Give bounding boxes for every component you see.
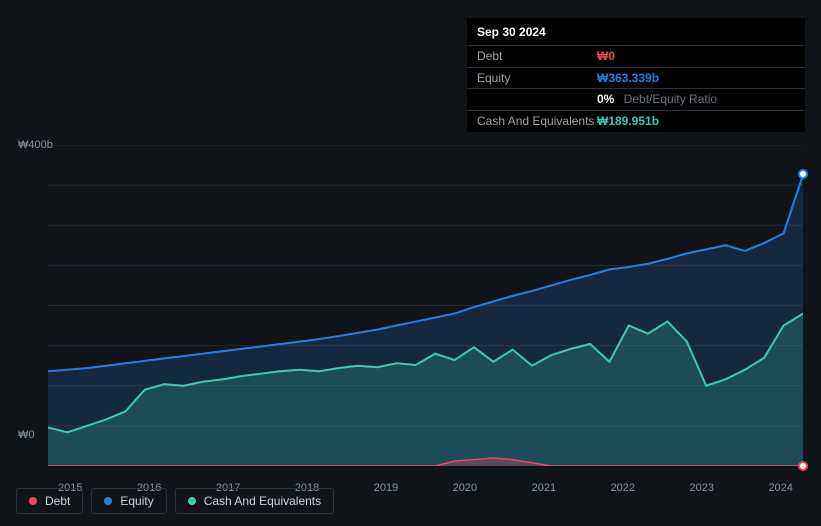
legend-dot-icon (29, 497, 37, 505)
y-axis-label: ₩0 (18, 429, 35, 441)
chart-svg (48, 145, 803, 466)
legend-label: Equity (120, 494, 153, 508)
legend-item[interactable]: Debt (16, 488, 83, 514)
tooltip-row: Equity₩363.339b (467, 67, 805, 89)
tooltip-label (477, 91, 597, 108)
legend-label: Debt (45, 494, 70, 508)
tooltip-row: 0% Debt/Equity Ratio (467, 88, 805, 110)
x-axis-label: 2024 (768, 482, 792, 494)
series-end-marker (798, 461, 808, 471)
x-axis-label: 2023 (690, 482, 714, 494)
tooltip-panel: Sep 30 2024 Debt₩0Equity₩363.339b0% Debt… (467, 18, 805, 132)
tooltip-date: Sep 30 2024 (467, 18, 805, 45)
legend-dot-icon (188, 497, 196, 505)
x-axis-label: 2021 (532, 482, 556, 494)
x-axis-label: 2019 (374, 482, 398, 494)
plot-area (48, 145, 803, 466)
tooltip-value: ₩0 (597, 48, 795, 65)
legend-item[interactable]: Cash And Equivalents (175, 488, 334, 514)
tooltip-value: 0% Debt/Equity Ratio (597, 91, 795, 108)
legend: Debt Equity Cash And Equivalents (16, 488, 334, 514)
x-axis-label: 2022 (611, 482, 635, 494)
x-axis-label: 2020 (453, 482, 477, 494)
legend-label: Cash And Equivalents (204, 494, 321, 508)
tooltip-row: Debt₩0 (467, 45, 805, 67)
tooltip-label: Equity (477, 70, 597, 87)
tooltip-label: Debt (477, 48, 597, 65)
tooltip-value: ₩363.339b (597, 70, 795, 87)
legend-dot-icon (104, 497, 112, 505)
series-end-marker (798, 169, 808, 179)
legend-item[interactable]: Equity (91, 488, 166, 514)
chart: ₩0₩400b 20152016201720182019202020212022… (18, 120, 803, 466)
